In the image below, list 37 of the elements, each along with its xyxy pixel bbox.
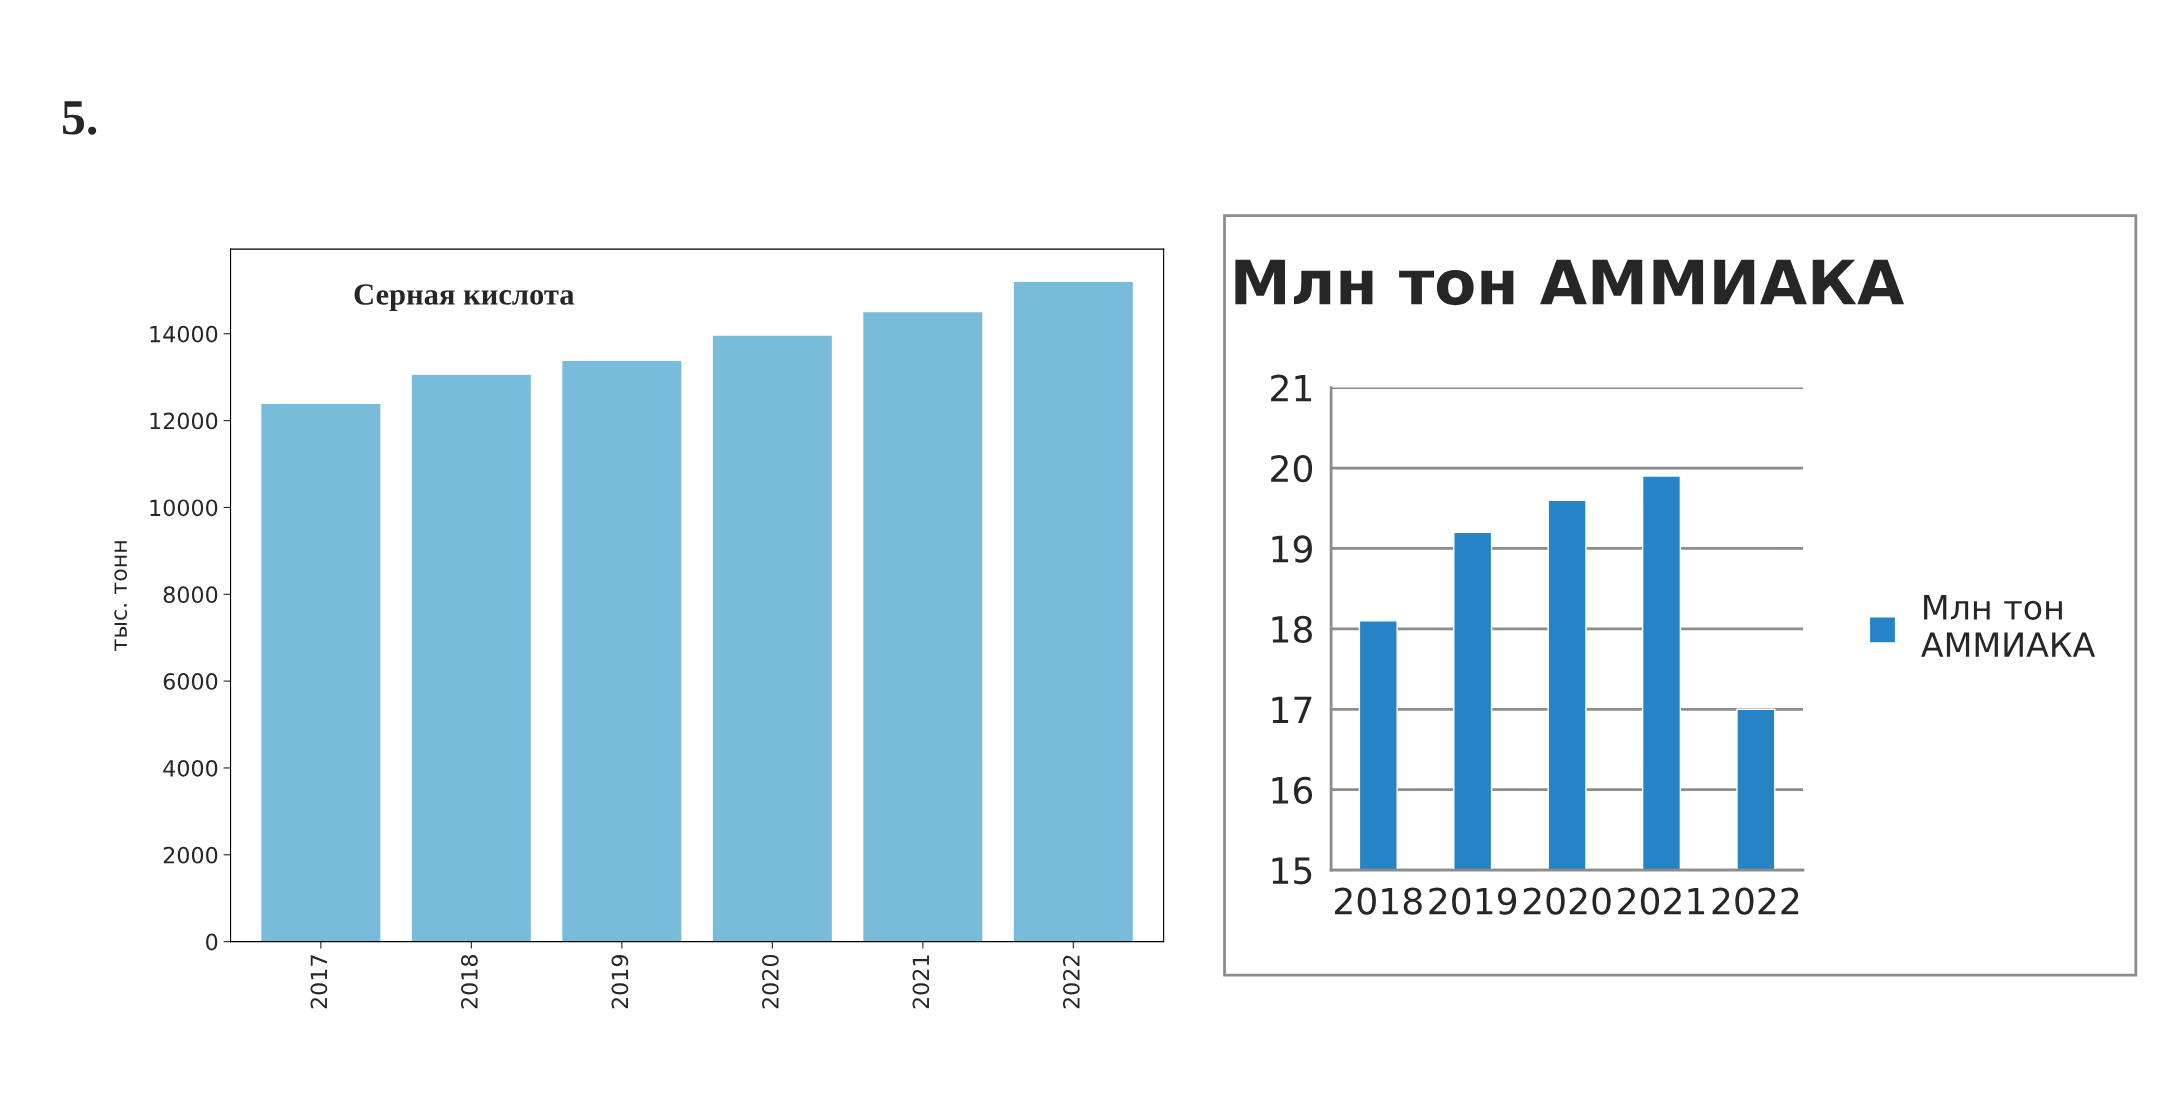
x-tick-label: 2021 (912, 955, 930, 1009)
bar (560, 359, 683, 942)
y-tick-label: 0 (206, 933, 218, 951)
y-tick-label: 8000 (163, 586, 218, 604)
x-tick-label: 2019 (1429, 887, 1517, 915)
x-tick-label: 2018 (460, 954, 478, 1009)
y-tick-label: 12000 (150, 412, 218, 430)
bar (1012, 280, 1135, 942)
y-tick-label: 6000 (163, 673, 218, 690)
bar (711, 334, 834, 942)
y-tick-label: 17 (1272, 696, 1312, 724)
y-tick-label: 21 (1271, 374, 1312, 402)
x-tick-label: 2018 (1334, 887, 1422, 915)
x-tick-label: 2022 (1062, 955, 1080, 1009)
y-tick-label: 2000 (163, 846, 218, 864)
text: 5. (62, 101, 97, 135)
y-tick-label: 4000 (163, 759, 218, 777)
y-axis-title: тыс. тонн (114, 541, 128, 651)
x-tick-label: 2019 (611, 955, 629, 1009)
y-tick-label: 20 (1271, 454, 1313, 483)
y-tick-label: 14000 (150, 325, 218, 343)
bar (410, 373, 533, 942)
x-tick-label: 2020 (761, 954, 779, 1009)
legend-label: Млн тон АММИАКА (1921, 595, 2096, 657)
y-tick-label: 15 (1272, 857, 1312, 885)
bar (861, 310, 984, 942)
x-tick-label: 2020 (1523, 887, 1611, 915)
x-tick-label: 2022 (1712, 887, 1799, 915)
text: Серная кислота (354, 284, 575, 311)
y-tick-label: 19 (1272, 535, 1312, 563)
y-tick-label: 18 (1272, 615, 1312, 644)
x-tick-label: 2021 (1618, 887, 1705, 915)
chart-title: Млн тон АММИАКА (1235, 259, 1905, 306)
y-tick-label: 10000 (150, 499, 218, 517)
x-tick-label: 2017 (310, 955, 328, 1009)
y-tick-label: 16 (1272, 776, 1313, 804)
bar (259, 402, 382, 942)
